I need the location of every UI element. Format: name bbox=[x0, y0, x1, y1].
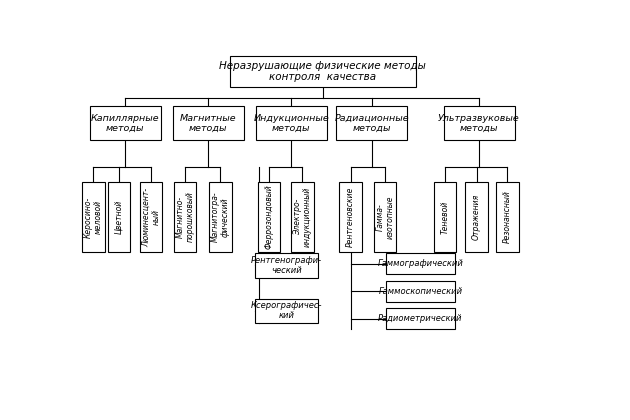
Text: Рентгеновские: Рентгеновские bbox=[346, 187, 355, 247]
Text: Неразрушающие физические методы
контроля  качества: Неразрушающие физические методы контроля… bbox=[219, 61, 427, 82]
Text: Капиллярные
методы: Капиллярные методы bbox=[91, 114, 159, 133]
FancyBboxPatch shape bbox=[174, 182, 197, 252]
Text: Рентгенографи-
ческий: Рентгенографи- ческий bbox=[251, 256, 322, 275]
Text: Радиационные
методы: Радиационные методы bbox=[335, 114, 409, 133]
Text: Люминесцент-
ный: Люминесцент- ный bbox=[142, 187, 161, 247]
Text: Магнитогра-
фический: Магнитогра- фический bbox=[211, 192, 230, 242]
FancyBboxPatch shape bbox=[433, 182, 456, 252]
Text: Гамма-
изотопные: Гамма- изотопные bbox=[375, 195, 394, 239]
Text: Гаммографический: Гаммографический bbox=[377, 259, 464, 268]
FancyBboxPatch shape bbox=[140, 182, 163, 252]
FancyBboxPatch shape bbox=[496, 182, 518, 252]
Text: Керосино-
меловой: Керосино- меловой bbox=[84, 196, 103, 238]
FancyBboxPatch shape bbox=[256, 106, 326, 140]
FancyBboxPatch shape bbox=[336, 106, 407, 140]
FancyBboxPatch shape bbox=[230, 56, 416, 87]
Text: Феррозондовый: Феррозондовый bbox=[265, 184, 273, 249]
Text: Радиометрический: Радиометрический bbox=[378, 314, 463, 323]
FancyBboxPatch shape bbox=[255, 253, 318, 278]
Text: Цветной: Цветной bbox=[114, 200, 123, 234]
FancyBboxPatch shape bbox=[209, 182, 232, 252]
FancyBboxPatch shape bbox=[386, 308, 455, 329]
FancyBboxPatch shape bbox=[340, 182, 362, 252]
Text: Магнитные
методы: Магнитные методы bbox=[180, 114, 236, 133]
FancyBboxPatch shape bbox=[173, 106, 244, 140]
Text: Ультразвуковые
методы: Ультразвуковые методы bbox=[438, 114, 520, 133]
Text: Ксерографичес-
кий: Ксерографичес- кий bbox=[251, 302, 322, 320]
FancyBboxPatch shape bbox=[466, 182, 488, 252]
Text: Резонансный: Резонансный bbox=[503, 191, 512, 243]
Text: Отражения: Отражения bbox=[472, 194, 481, 240]
FancyBboxPatch shape bbox=[444, 106, 515, 140]
FancyBboxPatch shape bbox=[374, 182, 396, 252]
FancyBboxPatch shape bbox=[386, 281, 455, 302]
FancyBboxPatch shape bbox=[82, 182, 105, 252]
FancyBboxPatch shape bbox=[255, 299, 318, 323]
Text: Теневой: Теневой bbox=[440, 200, 449, 234]
Text: Гаммоскопический: Гаммоскопический bbox=[379, 287, 462, 296]
FancyBboxPatch shape bbox=[291, 182, 314, 252]
Text: Индукционные
методы: Индукционные методы bbox=[253, 114, 329, 133]
FancyBboxPatch shape bbox=[386, 253, 455, 274]
FancyBboxPatch shape bbox=[108, 182, 130, 252]
Text: Электро-
индукционный: Электро- индукционный bbox=[293, 187, 312, 247]
FancyBboxPatch shape bbox=[258, 182, 280, 252]
FancyBboxPatch shape bbox=[89, 106, 161, 140]
Text: Магнитно-
порошковый: Магнитно- порошковый bbox=[176, 192, 195, 242]
